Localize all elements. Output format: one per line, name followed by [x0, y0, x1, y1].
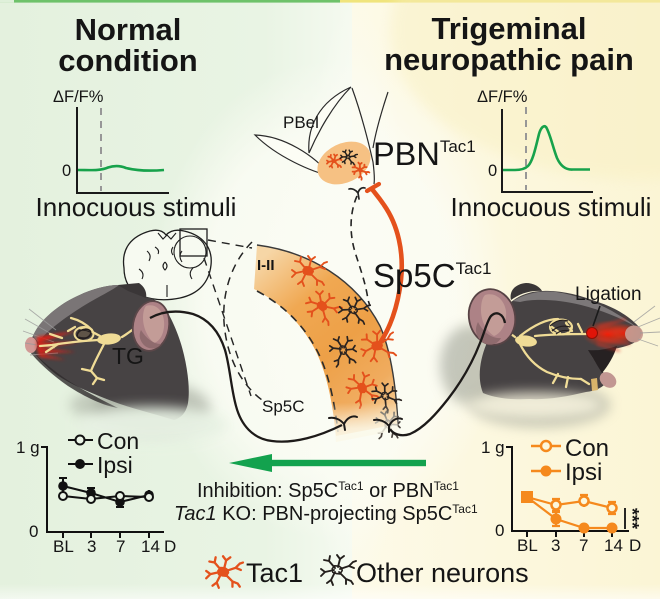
svg-text:14: 14: [604, 536, 623, 555]
svg-text:1 g: 1 g: [481, 438, 505, 457]
svg-text:0: 0: [29, 522, 38, 541]
svg-text:1 g: 1 g: [16, 438, 40, 457]
svg-text:14: 14: [141, 537, 160, 556]
svg-text:PBel: PBel: [283, 113, 319, 132]
svg-text:7: 7: [116, 537, 125, 556]
svg-text:ΔF/F%: ΔF/F%: [477, 88, 528, 106]
svg-text:Con: Con: [565, 435, 609, 462]
svg-text:Ipsi: Ipsi: [97, 452, 133, 478]
svg-text:Sp5CTac1: Sp5CTac1: [373, 257, 491, 294]
svg-text:Trigeminal: Trigeminal: [431, 11, 586, 46]
svg-text:Tac1 KO: PBN-projecting Sp5CTa: Tac1 KO: PBN-projecting Sp5CTac1: [174, 502, 478, 525]
svg-text:Tac1: Tac1: [246, 558, 303, 588]
svg-text:Normal: Normal: [75, 12, 182, 47]
svg-text:Inhibition: Sp5CTac1 or PBNTac: Inhibition: Sp5CTac1 or PBNTac1: [197, 479, 459, 502]
svg-text:BL: BL: [517, 536, 538, 555]
svg-text:D: D: [164, 537, 176, 556]
svg-text:ΔF/F%: ΔF/F%: [53, 88, 104, 106]
svg-text:BL: BL: [53, 537, 74, 556]
svg-text:0: 0: [488, 162, 497, 180]
svg-text:Ligation: Ligation: [575, 284, 642, 305]
svg-text:3: 3: [551, 536, 560, 555]
svg-text:D: D: [629, 536, 641, 555]
svg-text:0: 0: [62, 162, 71, 180]
svg-text:neuropathic pain: neuropathic pain: [384, 42, 634, 77]
svg-text:Sp5C: Sp5C: [262, 397, 305, 416]
svg-text:condition: condition: [58, 43, 197, 78]
svg-text:Innocuous stimuli: Innocuous stimuli: [36, 192, 237, 222]
svg-text:***: ***: [622, 508, 642, 529]
svg-text:3: 3: [87, 537, 96, 556]
svg-text:Ipsi: Ipsi: [565, 459, 602, 486]
svg-text:Other neurons: Other neurons: [356, 558, 529, 588]
svg-text:7: 7: [579, 536, 588, 555]
svg-text:Innocuous stimuli: Innocuous stimuli: [451, 192, 652, 222]
svg-text:Con: Con: [97, 428, 139, 454]
svg-text:0: 0: [495, 521, 504, 540]
